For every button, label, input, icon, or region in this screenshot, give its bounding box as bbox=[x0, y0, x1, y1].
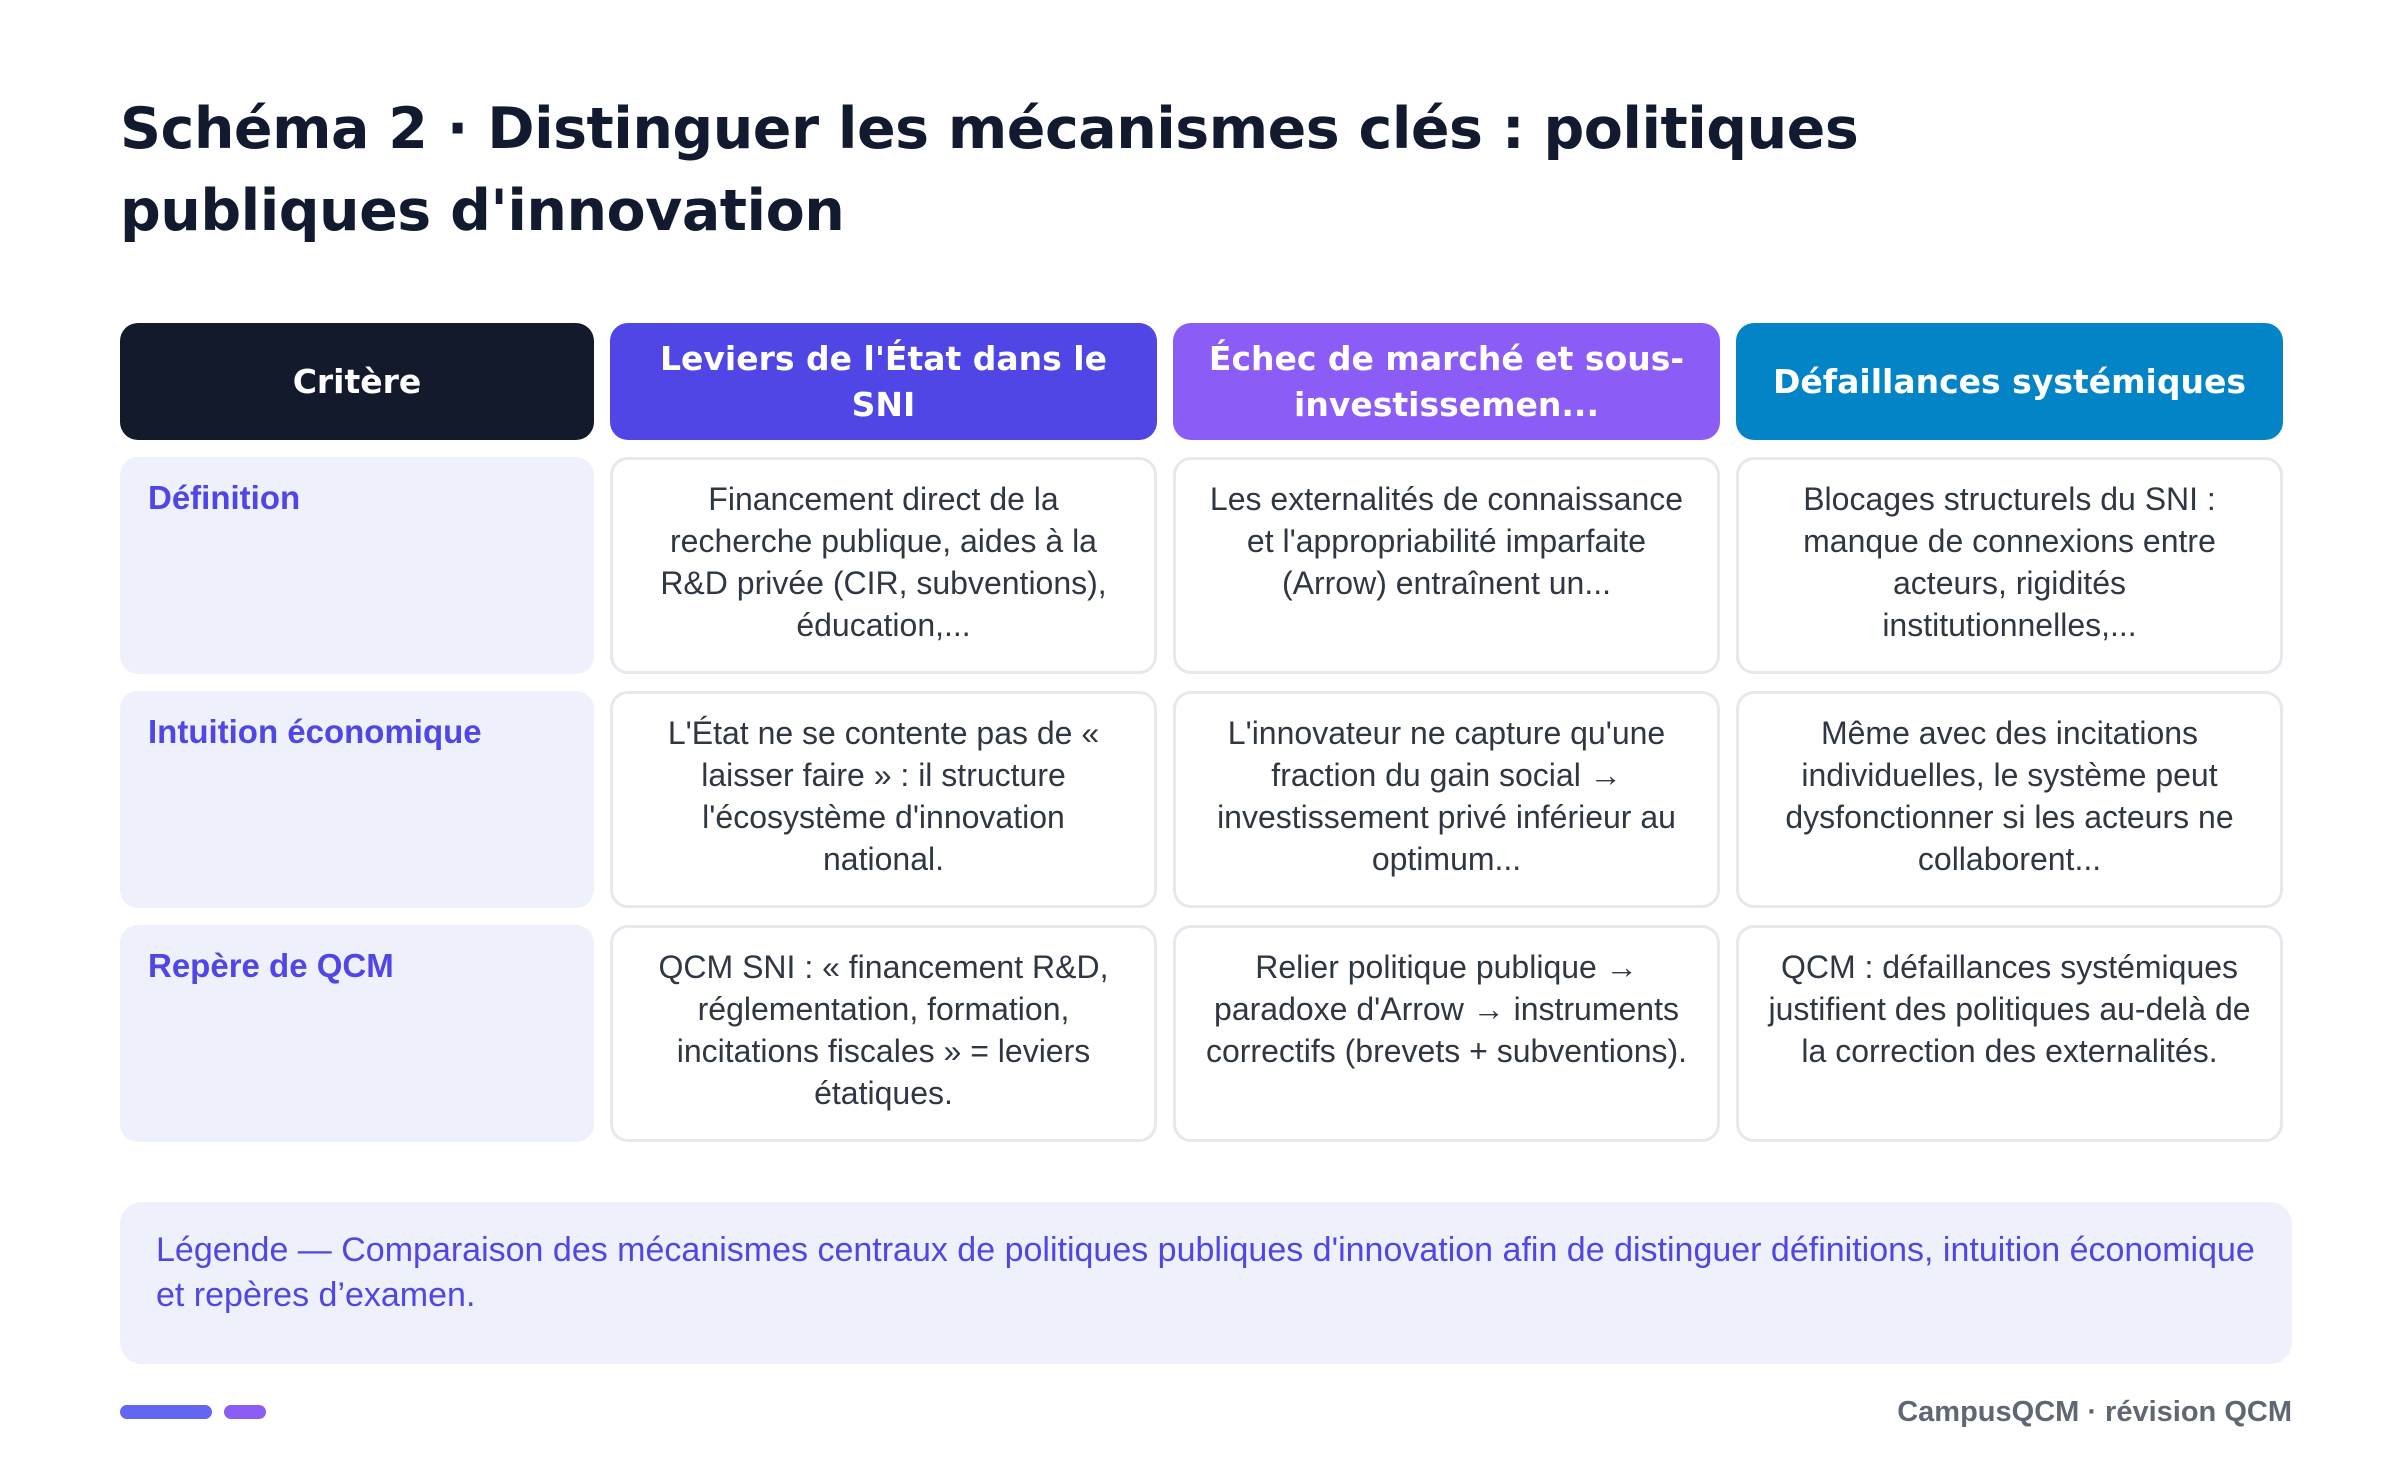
row-label-definition: Définition bbox=[120, 457, 594, 674]
header-criteria: Critère bbox=[120, 323, 594, 440]
cell-definition-market-failure: Les externalités de connaissance et l'ap… bbox=[1173, 457, 1720, 674]
cell-definition-state-levers: Financement direct de la recherche publi… bbox=[610, 457, 1157, 674]
decorative-bar-primary bbox=[120, 1405, 212, 1419]
cell-intuition-market-failure: L'innovateur ne capture qu'une fraction … bbox=[1173, 691, 1720, 908]
header-market-failure: Échec de marché et sous-investissemen... bbox=[1173, 323, 1720, 440]
legend-box: Légende — Comparaison des mécanismes cen… bbox=[120, 1202, 2292, 1364]
row-label-intuition: Intuition économique bbox=[120, 691, 594, 908]
cell-qcm-state-levers: QCM SNI : « financement R&D, réglementat… bbox=[610, 925, 1157, 1142]
comparison-table: Critère Leviers de l'État dans le SNI Éc… bbox=[120, 323, 2283, 1142]
cell-qcm-systemic-failures: QCM : défaillances systémiques justifien… bbox=[1736, 925, 2283, 1142]
cell-qcm-market-failure: Relier politique publique → paradoxe d'A… bbox=[1173, 925, 1720, 1142]
footer-brand: CampusQCM · révision QCM bbox=[1897, 1396, 2292, 1428]
header-systemic-failures: Défaillances systémiques bbox=[1736, 323, 2283, 440]
cell-definition-systemic-failures: Blocages structurels du SNI : manque de … bbox=[1736, 457, 2283, 674]
cell-intuition-state-levers: L'État ne se contente pas de « laisser f… bbox=[610, 691, 1157, 908]
header-state-levers: Leviers de l'État dans le SNI bbox=[610, 323, 1157, 440]
cell-intuition-systemic-failures: Même avec des incitations individuelles,… bbox=[1736, 691, 2283, 908]
decorative-bar-secondary bbox=[224, 1405, 266, 1419]
page-title: Schéma 2 · Distinguer les mécanismes clé… bbox=[120, 96, 1859, 244]
row-label-qcm: Repère de QCM bbox=[120, 925, 594, 1142]
